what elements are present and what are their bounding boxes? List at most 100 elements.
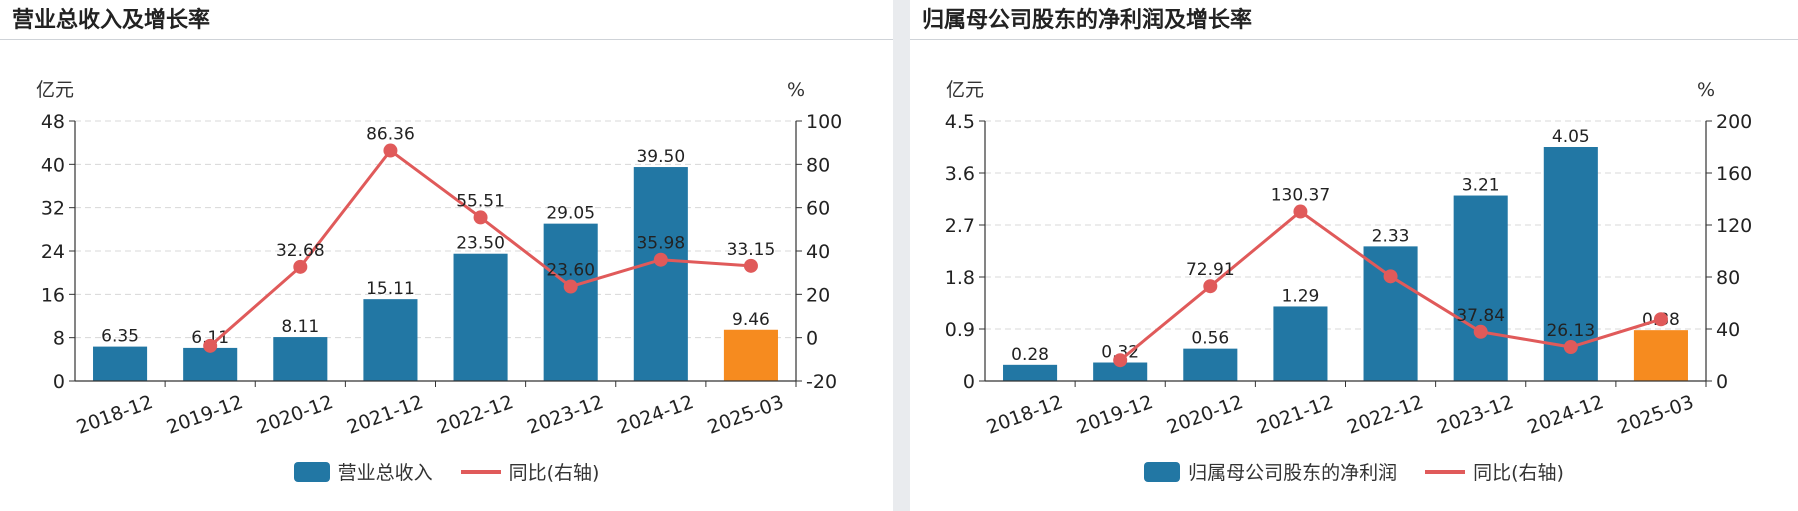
y2-tick-label: 40 xyxy=(806,241,830,263)
y2-tick-label: 80 xyxy=(806,154,830,176)
yoy-point[interactable] xyxy=(473,210,488,225)
bar-value-label: 23.50 xyxy=(456,234,505,254)
bar[interactable] xyxy=(1003,364,1058,381)
bar[interactable] xyxy=(183,347,238,381)
yoy-point[interactable] xyxy=(1653,312,1668,327)
x-tick-label: 2021-12 xyxy=(1254,391,1336,439)
x-tick-label: 2024-12 xyxy=(614,391,696,439)
bar[interactable] xyxy=(1363,246,1418,381)
yoy-point[interactable] xyxy=(1203,279,1218,294)
revenue-chart: 亿元 % 0 8 16 24 32 40 48 -20 0 20 40 60 80 100 6.35 6.11 8.… xyxy=(36,79,842,439)
y-axis-unit: 亿元 xyxy=(946,79,984,101)
legend: 营业总收入 同比(右轴) xyxy=(0,458,893,485)
y2-tick-label: 40 xyxy=(1716,319,1740,341)
yoy-point[interactable] xyxy=(203,338,218,353)
bar[interactable] xyxy=(1093,362,1148,381)
bar[interactable] xyxy=(453,253,508,381)
yoy-value-label: 26.13 xyxy=(1546,321,1595,341)
yoy-point[interactable] xyxy=(653,252,668,267)
yoy-point[interactable] xyxy=(563,279,578,294)
bar-value-label: 1.29 xyxy=(1282,286,1320,306)
y-tick-label: 8 xyxy=(53,328,65,350)
y2-tick-label: 20 xyxy=(806,284,830,306)
bar-swatch-icon xyxy=(293,461,330,482)
y-tick-label: 2.7 xyxy=(945,215,975,237)
legend: 归属母公司股东的净利润 同比(右轴) xyxy=(910,458,1798,485)
bar-value-label: 3.21 xyxy=(1462,176,1500,196)
y-tick-label: 40 xyxy=(41,154,65,176)
x-tick-label: 2019-12 xyxy=(1074,391,1156,439)
y-tick-label: 0 xyxy=(963,371,975,393)
bar[interactable] xyxy=(363,299,418,381)
bar[interactable] xyxy=(273,337,328,381)
bar-value-label: 29.05 xyxy=(546,204,595,224)
y2-tick-label: 60 xyxy=(806,198,830,220)
bar-value-label: 8.11 xyxy=(281,317,319,337)
title-divider xyxy=(910,39,1798,40)
bar[interactable] xyxy=(543,223,598,381)
bar[interactable] xyxy=(1183,348,1238,381)
x-tick-label: 2019-12 xyxy=(164,391,246,439)
y-axis-unit: 亿元 xyxy=(36,79,74,101)
bar[interactable] xyxy=(1453,195,1508,381)
yoy-point[interactable] xyxy=(1293,204,1308,219)
yoy-value-label: 86.36 xyxy=(366,125,415,145)
bar[interactable] xyxy=(723,329,778,381)
y2-tick-label: 100 xyxy=(806,111,842,133)
x-tick-label: 2022-12 xyxy=(434,391,516,439)
legend-label-line: 同比(右轴) xyxy=(1473,462,1564,484)
bar[interactable] xyxy=(1633,330,1688,381)
title-divider xyxy=(0,39,893,40)
bar-value-label: 0.32 xyxy=(1101,343,1139,363)
yoy-point[interactable] xyxy=(293,259,308,274)
y-tick-label: 3.6 xyxy=(945,163,975,185)
yoy-point[interactable] xyxy=(1473,324,1488,339)
chart-panel-revenue: 营业总收入及增长率 亿元% 0 8 16 24 32 40 48 -20 0 20 40 60 80 100… xyxy=(0,0,893,511)
y2-axis-unit: % xyxy=(1697,79,1715,101)
y2-axis-unit: % xyxy=(787,79,805,101)
yoy-value-label: 130.37 xyxy=(1271,186,1330,206)
y2-tick-label: 160 xyxy=(1716,163,1752,185)
bar[interactable] xyxy=(93,346,148,381)
y-tick-label: 1.8 xyxy=(945,267,975,289)
yoy-point[interactable] xyxy=(1563,340,1578,355)
y-tick-label: 4.5 xyxy=(945,111,975,133)
y2-tick-label: 80 xyxy=(1716,267,1740,289)
yoy-value-label: 32.68 xyxy=(276,241,325,261)
legend-item-bar[interactable]: 归属母公司股东的净利润 xyxy=(1144,458,1397,485)
yoy-point[interactable] xyxy=(1383,269,1398,284)
bar-value-label: 6.35 xyxy=(101,327,139,347)
x-tick-label: 2023-12 xyxy=(1434,391,1516,439)
bar[interactable] xyxy=(633,167,688,381)
bar-value-label: 15.11 xyxy=(366,279,415,299)
bar-value-label: 4.05 xyxy=(1552,127,1590,147)
y-tick-label: 0 xyxy=(53,371,65,393)
bar-value-label: 0.28 xyxy=(1011,345,1049,365)
x-tick-label: 2018-12 xyxy=(984,391,1066,439)
y-tick-label: 0.9 xyxy=(945,319,975,341)
bar-value-label: 2.33 xyxy=(1372,226,1410,246)
y2-tick-label: 0 xyxy=(1716,371,1728,393)
yoy-point[interactable] xyxy=(743,258,758,273)
y2-tick-label: -20 xyxy=(806,371,837,393)
bar-value-label: 39.50 xyxy=(636,147,685,167)
yoy-point[interactable] xyxy=(1113,353,1128,368)
chart-title: 营业总收入及增长率 xyxy=(12,8,211,33)
legend-label-bar: 归属母公司股东的净利润 xyxy=(1188,462,1398,484)
x-tick-label: 2018-12 xyxy=(74,391,156,439)
bar[interactable] xyxy=(1273,306,1328,381)
y-tick-label: 16 xyxy=(41,284,65,306)
legend-item-bar[interactable]: 营业总收入 xyxy=(293,458,433,485)
yoy-value-label: 35.98 xyxy=(636,234,685,254)
x-tick-label: 2020-12 xyxy=(254,391,336,439)
legend-item-line[interactable]: 同比(右轴) xyxy=(460,458,599,485)
x-tick-label: 2025-03 xyxy=(1615,391,1697,439)
x-tick-label: 2022-12 xyxy=(1344,391,1426,439)
yoy-point[interactable] xyxy=(383,143,398,158)
bar-value-label: 6.11 xyxy=(191,328,229,348)
bar-value-label: 9.46 xyxy=(732,310,770,330)
y2-tick-label: 0 xyxy=(806,328,818,350)
legend-item-line[interactable]: 同比(右轴) xyxy=(1425,458,1564,485)
y2-tick-label: 200 xyxy=(1716,111,1752,133)
x-tick-label: 2023-12 xyxy=(524,391,606,439)
